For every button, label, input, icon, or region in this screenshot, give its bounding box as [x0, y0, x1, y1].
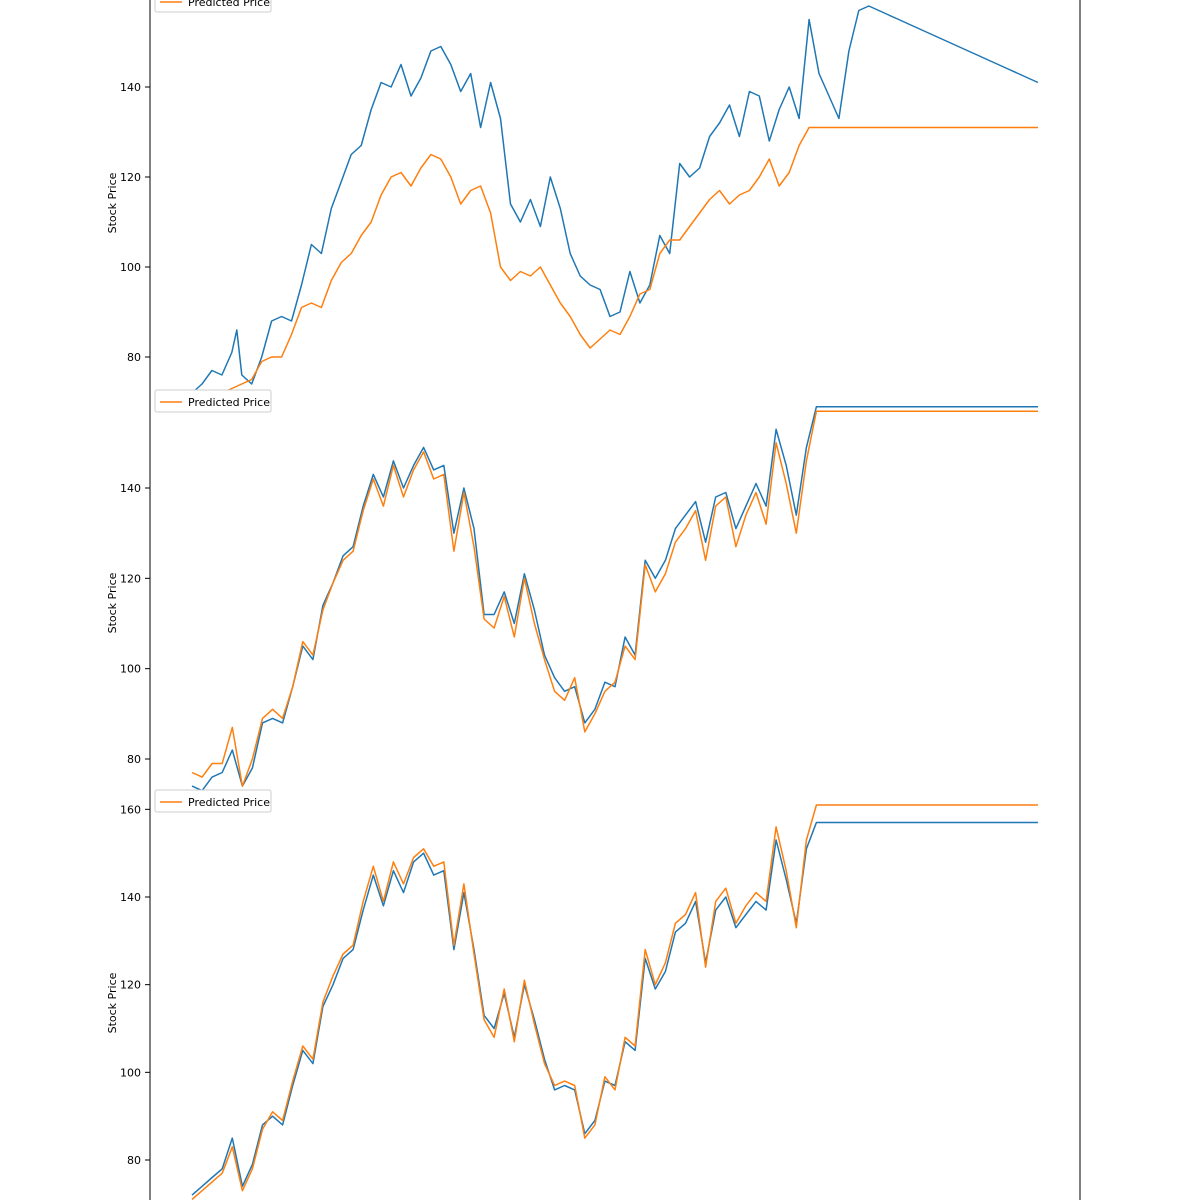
legend-box	[154, 389, 272, 413]
y-tick-label: 120	[120, 979, 141, 992]
legend-label-predicted: Predicted Price	[188, 796, 270, 809]
chart-panel-1: 80 100 120 140 Stock Price Predicted Price	[106, 0, 1039, 400]
legend-box	[154, 789, 272, 813]
y-tick-label: 80	[127, 1154, 141, 1167]
actual-price-line	[191, 821, 1038, 1196]
y-axis-label: Stock Price	[106, 172, 119, 233]
chart-panel-2: 80 100 120 140 Stock Price Predicted Price	[106, 389, 1038, 792]
chart-panel-3: 80 100 120 140 160 Stock Price Predicted Price	[106, 789, 1038, 1200]
y-tick-label: 120	[120, 171, 141, 184]
legend-box	[154, 0, 272, 13]
charts-group: 80 100 120 140 Stock Price Predicted Price 80 1…	[106, 0, 1081, 1200]
y-tick-label: 80	[127, 753, 141, 766]
legend: Predicted Price	[154, 0, 272, 13]
actual-price-line	[191, 5, 1039, 394]
legend-label-predicted: Predicted Price	[188, 0, 270, 9]
y-axis-label: Stock Price	[106, 572, 119, 633]
legend-label-predicted: Predicted Price	[188, 396, 270, 409]
series-group	[191, 5, 1039, 400]
legend: Predicted Price	[154, 789, 272, 813]
y-tick-label: 140	[120, 81, 141, 94]
predicted-price-line	[194, 126, 1038, 400]
y-tick-label: 120	[120, 572, 141, 585]
series-group	[191, 405, 1038, 792]
y-tick-label: 100	[120, 261, 141, 274]
y-tick-label: 140	[120, 891, 141, 904]
predicted-price-line	[191, 804, 1038, 1200]
y-tick-label: 100	[120, 1066, 141, 1079]
series-group	[191, 804, 1038, 1200]
predicted-price-line	[191, 410, 1038, 787]
y-tick-label: 80	[127, 351, 141, 364]
y-tick-label: 140	[120, 482, 141, 495]
y-tick-label: 100	[120, 663, 141, 676]
legend: Predicted Price	[154, 389, 272, 413]
y-axis-label: Stock Price	[106, 972, 119, 1033]
y-tick-label: 160	[120, 803, 141, 816]
